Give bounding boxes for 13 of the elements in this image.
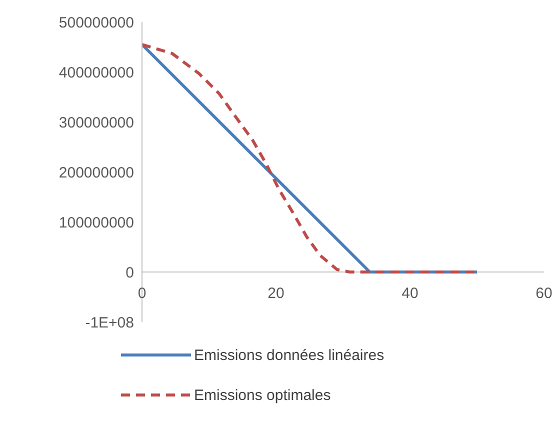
y-tick-label: 0 (126, 264, 134, 282)
x-tick-label: 40 (402, 285, 418, 302)
x-tick-label: 60 (536, 285, 552, 302)
y-tick-label: 300000000 (58, 114, 134, 132)
x-tick-label: 20 (268, 285, 284, 302)
y-tick-label: 500000000 (58, 14, 134, 32)
y-tick-label: 200000000 (58, 164, 134, 182)
x-tick-label: 0 (138, 285, 146, 302)
legend-label: Emissions optimales (194, 386, 331, 404)
y-tick-label: 400000000 (58, 64, 134, 82)
legend-label: Emissions données linéaires (194, 346, 384, 364)
y-tick-label: -1E+08 (85, 314, 134, 332)
y-tick-label: 100000000 (58, 214, 134, 232)
